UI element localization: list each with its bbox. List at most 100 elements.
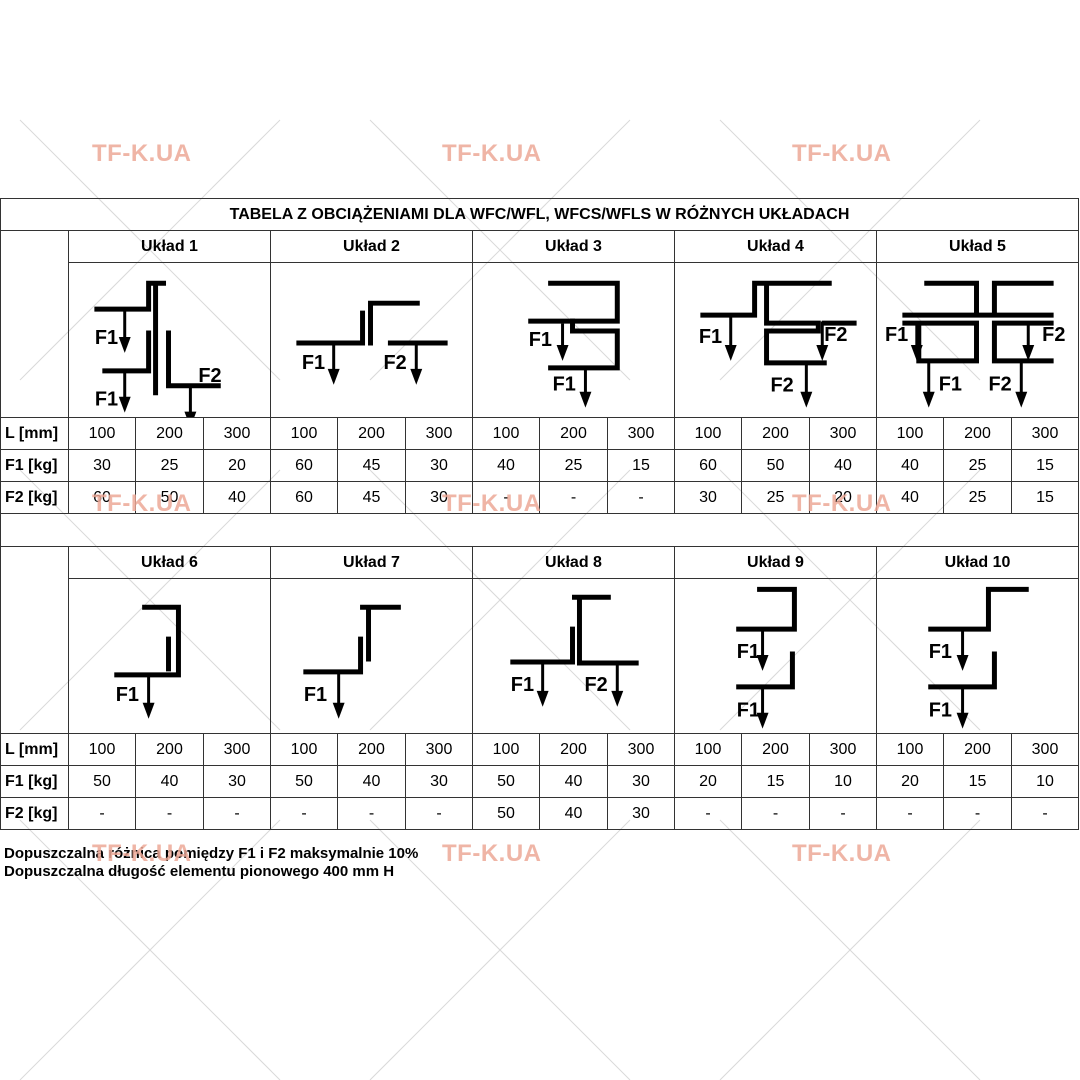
force-arrow-head bbox=[910, 344, 923, 361]
force-label-f2: F2 bbox=[988, 374, 1011, 396]
value-cell: 200 bbox=[539, 417, 608, 450]
value-cell: 300 bbox=[405, 733, 473, 766]
watermark-line bbox=[369, 819, 631, 1080]
watermark-line bbox=[719, 819, 981, 1080]
profile-line bbox=[114, 604, 181, 678]
force-label-f1: F1 bbox=[95, 327, 118, 349]
value-cell: - bbox=[1011, 797, 1079, 830]
separator-row bbox=[0, 513, 1079, 547]
layout-diagram-svg: F1 F2 F2 bbox=[699, 280, 857, 408]
layout-header: Układ 5 bbox=[876, 230, 1079, 263]
layout-header: Układ 3 bbox=[472, 230, 675, 263]
value-cell: - bbox=[270, 797, 338, 830]
value-cell: 50 bbox=[68, 765, 136, 798]
value-cell: 100 bbox=[270, 733, 338, 766]
force-arrow-head bbox=[1015, 391, 1028, 408]
value-cell: 10 bbox=[809, 765, 877, 798]
value-cell: 30 bbox=[607, 797, 675, 830]
value-cell: 60 bbox=[270, 481, 338, 514]
value-cell: - bbox=[809, 797, 877, 830]
row-label-f2: F2 [kg] bbox=[0, 797, 69, 830]
force-label-f1: F1 bbox=[553, 374, 576, 396]
force-label-f2: F2 bbox=[383, 352, 406, 374]
layout-diagram-svg: F1 bbox=[114, 604, 181, 719]
row-label-l: L [mm] bbox=[0, 417, 69, 450]
force-label-f1: F1 bbox=[116, 684, 139, 706]
value-cell: 10 bbox=[1011, 765, 1079, 798]
profile-line bbox=[510, 594, 639, 666]
value-cell: 300 bbox=[203, 417, 271, 450]
row-label-f1: F1 [kg] bbox=[0, 765, 69, 798]
profile-line bbox=[700, 280, 857, 366]
value-cell: 200 bbox=[943, 733, 1012, 766]
layout-header: Układ 6 bbox=[68, 546, 271, 579]
layout-diagram-svg: F1 F2 bbox=[510, 594, 639, 707]
layout-diagram: F1 F2 F1 F2 bbox=[876, 262, 1079, 418]
value-cell: - bbox=[203, 797, 271, 830]
force-arrow-head bbox=[756, 655, 769, 671]
layout-header: Układ 1 bbox=[68, 230, 271, 263]
force-arrow-head bbox=[800, 391, 813, 408]
value-cell: 100 bbox=[68, 733, 136, 766]
value-cell: 60 bbox=[674, 449, 742, 482]
profile-line bbox=[548, 280, 620, 371]
force-label-f1: F1 bbox=[529, 329, 552, 351]
force-arrow-head bbox=[956, 712, 969, 729]
value-cell: - bbox=[607, 481, 675, 514]
layout-diagram: F1 F2 bbox=[270, 262, 473, 418]
layout-diagram-svg: F1 F2 F1 bbox=[94, 280, 222, 417]
layout-diagram: F1 F1 bbox=[876, 578, 1079, 734]
value-cell: - bbox=[135, 797, 204, 830]
layout-header: Układ 10 bbox=[876, 546, 1079, 579]
force-arrow-head bbox=[556, 344, 569, 361]
value-cell: 300 bbox=[1011, 417, 1079, 450]
value-cell: 40 bbox=[876, 481, 944, 514]
value-cell: - bbox=[674, 797, 742, 830]
value-cell: 200 bbox=[337, 733, 406, 766]
force-label-f1: F1 bbox=[939, 374, 962, 396]
force-label-f1: F1 bbox=[885, 324, 908, 346]
force-label-f1: F1 bbox=[304, 684, 327, 706]
value-cell: 20 bbox=[203, 449, 271, 482]
layout-diagram-svg: F1 F1 bbox=[528, 280, 620, 408]
value-cell: 50 bbox=[472, 797, 540, 830]
row-label-f2: F2 [kg] bbox=[0, 481, 69, 514]
force-arrow-head bbox=[410, 368, 423, 385]
layout-diagram-svg: F1 F1 bbox=[736, 586, 797, 729]
value-cell: 30 bbox=[607, 765, 675, 798]
value-cell: 200 bbox=[135, 417, 204, 450]
profile-line bbox=[902, 280, 1054, 318]
value-cell: - bbox=[337, 797, 406, 830]
layout-diagram: F1 F2 bbox=[472, 578, 675, 734]
value-cell: - bbox=[68, 797, 136, 830]
value-cell: 100 bbox=[674, 417, 742, 450]
table-title: TABELA Z OBCIĄŻENIAMI DLA WFC/WFL, WFCS/… bbox=[0, 198, 1079, 231]
value-cell: 200 bbox=[539, 733, 608, 766]
force-label-f2: F2 bbox=[584, 674, 607, 696]
profile-line bbox=[736, 586, 797, 690]
profile-line bbox=[94, 280, 167, 396]
force-arrow-head bbox=[724, 344, 737, 361]
corner-cell bbox=[0, 546, 69, 734]
force-arrow-head bbox=[142, 702, 155, 719]
force-label-f1: F1 bbox=[929, 641, 952, 663]
force-label-f1: F1 bbox=[929, 700, 952, 722]
force-label-f1: F1 bbox=[737, 641, 760, 663]
value-cell: 300 bbox=[405, 417, 473, 450]
value-cell: 25 bbox=[943, 449, 1012, 482]
value-cell: 100 bbox=[876, 733, 944, 766]
layout-diagram: F1 F1 bbox=[472, 262, 675, 418]
layout-header: Układ 7 bbox=[270, 546, 473, 579]
row-label-l: L [mm] bbox=[0, 733, 69, 766]
note-max-length: Dopuszczalna długość elementu pionowego … bbox=[4, 863, 395, 880]
value-cell: 100 bbox=[472, 733, 540, 766]
force-label-f2: F2 bbox=[771, 375, 794, 397]
layout-diagram: F1 F2 F2 bbox=[674, 262, 877, 418]
value-cell: - bbox=[876, 797, 944, 830]
layout-header: Układ 8 bbox=[472, 546, 675, 579]
value-cell: 100 bbox=[270, 417, 338, 450]
value-cell: 25 bbox=[741, 481, 810, 514]
value-cell: 200 bbox=[337, 417, 406, 450]
value-cell: 40 bbox=[539, 765, 608, 798]
value-cell: 200 bbox=[741, 417, 810, 450]
